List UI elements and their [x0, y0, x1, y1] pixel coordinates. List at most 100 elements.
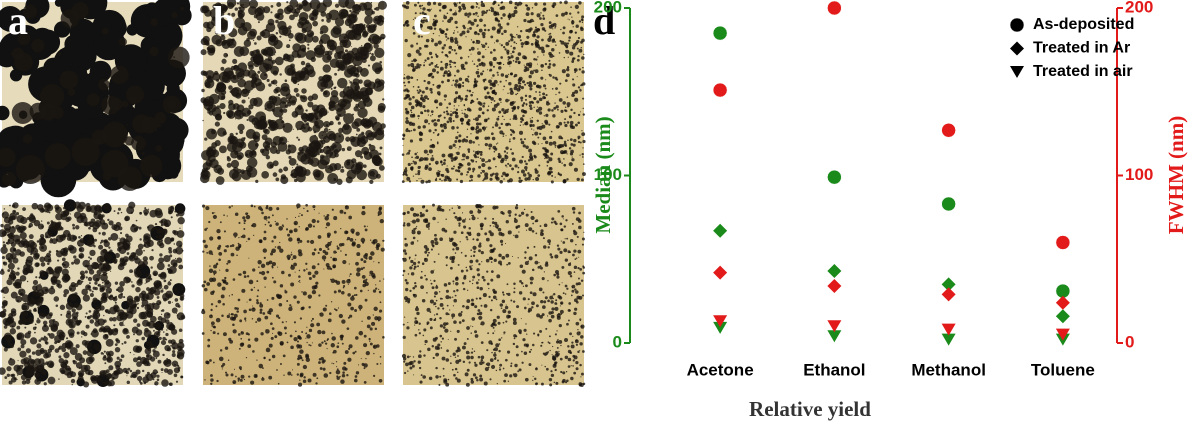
particle: [501, 115, 504, 118]
particle: [42, 370, 47, 375]
particle: [103, 280, 106, 283]
particle: [564, 293, 567, 295]
particle: [121, 261, 126, 266]
particle: [311, 252, 316, 256]
particle: [301, 291, 303, 293]
particle: [540, 344, 543, 347]
particle: [379, 280, 381, 282]
particle: [11, 225, 15, 229]
particle: [573, 249, 577, 253]
particle: [84, 316, 87, 318]
particle: [354, 85, 361, 91]
particle: [130, 281, 133, 283]
particle: [427, 73, 432, 78]
particle: [209, 93, 220, 105]
particle: [423, 79, 426, 83]
particle: [146, 362, 151, 367]
particle: [525, 162, 528, 166]
particle: [447, 70, 450, 73]
particle: [431, 286, 435, 290]
particle: [433, 279, 436, 282]
particle: [463, 274, 467, 278]
particle: [485, 161, 487, 163]
particle: [126, 123, 129, 126]
particle: [223, 214, 225, 217]
particle: [117, 286, 124, 293]
particle: [255, 81, 266, 92]
particle: [494, 330, 496, 332]
particle: [28, 215, 37, 224]
particle: [560, 150, 565, 155]
particle: [555, 87, 558, 90]
particle: [533, 141, 537, 146]
particle-cluster: [89, 60, 112, 83]
particle: [232, 323, 235, 326]
particle: [299, 279, 301, 282]
particle: [163, 331, 165, 333]
particle: [34, 371, 40, 378]
particle: [232, 76, 237, 80]
particle: [327, 338, 330, 341]
particle: [109, 97, 123, 111]
particle: [215, 176, 225, 185]
particle: [419, 104, 423, 108]
particle: [369, 52, 372, 55]
particle: [437, 2, 442, 7]
particle: [405, 300, 408, 303]
particle: [288, 273, 291, 277]
particle: [560, 240, 562, 242]
particle: [533, 129, 535, 131]
particle: [473, 80, 477, 83]
particle: [551, 174, 554, 177]
particle: [278, 226, 283, 231]
particle: [534, 69, 539, 74]
particle: [512, 60, 515, 62]
particle: [448, 237, 451, 239]
particle: [178, 264, 184, 270]
particle: [223, 249, 227, 253]
particle: [275, 31, 279, 35]
particle: [368, 337, 371, 341]
particle: [292, 255, 297, 260]
particle: [308, 305, 311, 309]
particle: [487, 46, 490, 48]
particle: [172, 248, 178, 254]
particle: [524, 261, 529, 266]
particle: [458, 95, 461, 98]
particle: [548, 123, 551, 126]
particle: [403, 5, 407, 9]
particle: [568, 319, 570, 322]
particle: [221, 41, 227, 46]
particle: [362, 279, 367, 284]
particle: [0, 246, 8, 254]
particle: [163, 360, 169, 366]
particle: [477, 217, 479, 219]
particle: [21, 294, 30, 303]
particle: [434, 64, 438, 68]
particle: [382, 37, 385, 40]
particle: [416, 152, 418, 154]
particle: [249, 97, 258, 107]
particle: [88, 234, 94, 240]
particle: [433, 269, 435, 271]
particle: [448, 102, 452, 106]
particle: [449, 65, 452, 68]
particle: [547, 280, 549, 282]
particle: [481, 14, 484, 17]
particle: [405, 287, 409, 292]
particle: [431, 143, 435, 147]
particle: [20, 358, 27, 365]
particle: [111, 328, 119, 336]
particle: [576, 76, 578, 78]
particle: [270, 336, 274, 340]
particle: [417, 360, 421, 364]
particle: [354, 150, 363, 158]
particle: [239, 273, 242, 276]
particle: [28, 234, 34, 240]
particle: [405, 281, 409, 285]
particle: [144, 207, 147, 210]
particle: [357, 46, 366, 55]
particle: [514, 101, 516, 103]
particle: [303, 207, 305, 210]
particle: [452, 32, 455, 34]
